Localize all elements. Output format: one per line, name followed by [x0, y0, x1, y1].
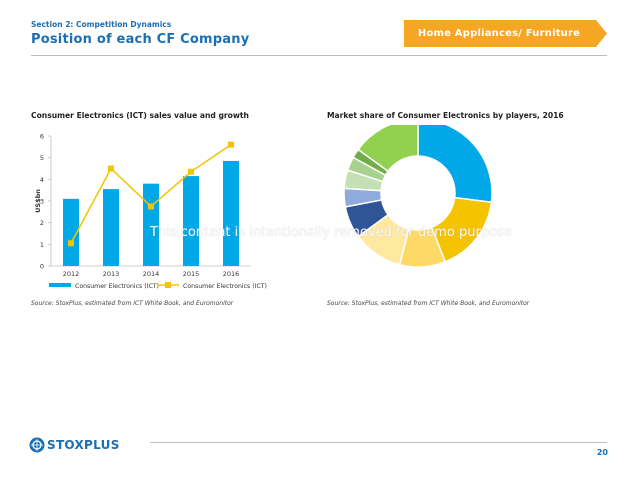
category-tag: Home Appliances/ Furniture — [417, 28, 581, 39]
y-tick-label: 3 — [40, 198, 44, 206]
line-point — [228, 141, 234, 148]
stoxplus-logo-icon — [29, 437, 45, 453]
x-tick-label: 2014 — [143, 270, 160, 278]
bar — [63, 198, 79, 266]
line-point — [148, 203, 154, 210]
donut-slice — [417, 125, 493, 204]
legend-line-label: Consumer Electronics (ICT) — [183, 283, 267, 290]
y-axis-label: US$bn — [34, 189, 42, 213]
watermark-text: This content is intentionally removed fo… — [150, 225, 512, 240]
page-number: 20 — [596, 448, 608, 457]
legend-bar-swatch — [49, 283, 71, 287]
y-tick-label: 0 — [40, 263, 44, 271]
bar-chart-source: Source: StoxPlus, estimated from ICT Whi… — [31, 300, 234, 307]
market-share-donut-chart — [343, 125, 493, 268]
stoxplus-logo-text: STOXPLUS — [47, 438, 120, 452]
bar — [183, 176, 199, 266]
legend-bar-label: Consumer Electronics (ICT) — [75, 283, 159, 290]
line-point — [188, 168, 194, 175]
page-title: Position of each CF Company — [31, 32, 250, 47]
section-label: Section 2: Competition Dynamics — [31, 20, 172, 29]
bar-chart-title: Consumer Electronics (ICT) sales value a… — [31, 111, 249, 120]
x-tick-label: 2013 — [103, 270, 120, 278]
y-tick-label: 1 — [40, 241, 44, 249]
sales-bar-line-chart: 0 1 2 3 4 5 6 US$bn 2012 2013 2014 2015 2016 Consumer… — [34, 133, 267, 291]
category-tag-shape — [404, 20, 607, 47]
footer-divider — [150, 442, 607, 443]
bar — [103, 189, 119, 266]
y-tick-label: 6 — [40, 133, 44, 141]
donut-chart-title: Market share of Consumer Electronics by … — [327, 111, 564, 120]
x-tick-label: 2016 — [223, 270, 240, 278]
y-tick-label: 4 — [40, 176, 44, 184]
header-divider — [31, 55, 607, 56]
donut-slice — [357, 125, 419, 173]
y-tick-label: 5 — [40, 154, 44, 162]
donut-chart-source: Source: StoxPlus, estimated from ICT Whi… — [327, 300, 530, 307]
line-point — [68, 240, 74, 247]
bar — [143, 183, 159, 266]
x-tick-label: 2015 — [183, 270, 200, 278]
legend-line-marker — [165, 282, 171, 288]
bar — [223, 160, 239, 266]
x-tick-label: 2012 — [63, 270, 80, 278]
y-tick-label: 2 — [40, 219, 44, 227]
line-point — [108, 165, 114, 172]
